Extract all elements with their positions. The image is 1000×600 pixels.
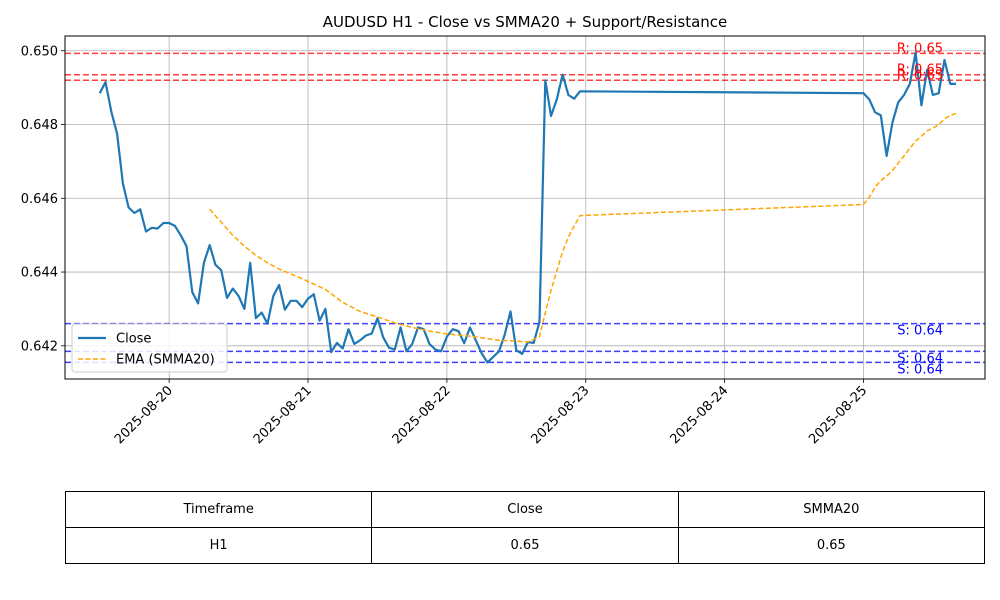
x-tick-label: 2025-08-22 <box>390 383 454 447</box>
support-label: S: 0.64 <box>897 324 943 339</box>
series-line-smma20 <box>209 112 957 343</box>
table-header-close: Close <box>371 491 679 528</box>
y-tick-label: 0.642 <box>21 339 58 354</box>
y-tick-label: 0.650 <box>21 44 58 59</box>
y-tick-label: 0.648 <box>21 118 58 133</box>
chart-title: AUDUSD H1 - Close vs SMMA20 + Support/Re… <box>323 13 728 31</box>
x-tick-label: 2025-08-24 <box>667 383 731 447</box>
legend-label: EMA (SMMA20) <box>116 353 215 368</box>
table-cell-timeframe: H1 <box>64 527 373 564</box>
support-resistance-lines <box>65 52 985 364</box>
x-tick-label: 2025-08-20 <box>112 383 176 447</box>
plot-frame <box>64 35 986 380</box>
x-tick-label: 2025-08-23 <box>529 383 593 447</box>
summary-table: Timeframe Close SMMA20 H1 0.65 0.65 <box>64 491 986 564</box>
price-chart: AUDUSD H1 - Close vs SMMA20 + Support/Re… <box>21 13 986 447</box>
table-row: H1 0.65 0.65 <box>64 527 986 564</box>
level-labels: R: 0.65R: 0.65R: 0.65S: 0.64S: 0.64S: 0.… <box>897 41 943 377</box>
y-tick-label: 0.644 <box>21 266 58 281</box>
series-line-close <box>98 51 957 364</box>
table-header-smma20: SMMA20 <box>677 491 986 528</box>
table-cell-smma20: 0.65 <box>677 527 986 564</box>
x-tick-label: 2025-08-25 <box>806 383 870 447</box>
table-cell-close: 0.65 <box>371 527 679 564</box>
resistance-label: R: 0.65 <box>897 63 943 78</box>
axis-ticks: 2025-08-20 2025-08-21 2025-08-22 2025-08-23… <box>21 44 871 447</box>
legend-label: Close <box>116 332 151 347</box>
y-tick-label: 0.646 <box>21 192 58 207</box>
support-label: S: 0.64 <box>897 351 943 366</box>
table-header-row: Timeframe Close SMMA20 <box>64 491 986 528</box>
resistance-label: R: 0.65 <box>897 41 943 56</box>
series-lines <box>98 51 957 364</box>
support-label: S: 0.64 <box>897 362 943 377</box>
legend: Close EMA (SMMA20) <box>71 323 228 373</box>
x-tick-label: 2025-08-21 <box>251 383 315 447</box>
table-header-timeframe: Timeframe <box>64 491 373 528</box>
legend-box <box>71 323 228 373</box>
resistance-label: R: 0.65 <box>897 68 943 83</box>
